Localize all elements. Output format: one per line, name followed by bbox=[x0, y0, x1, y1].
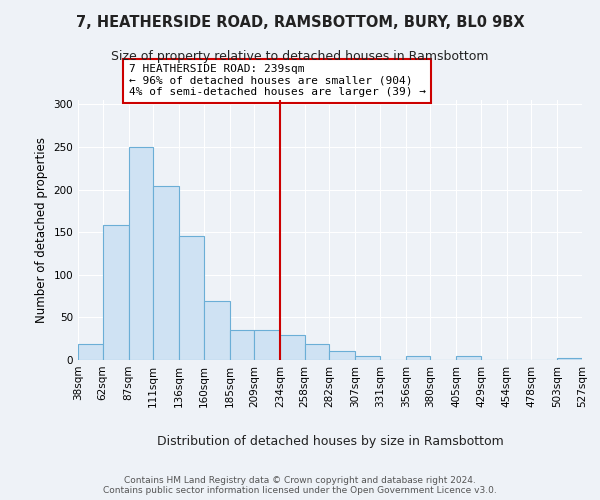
Y-axis label: Number of detached properties: Number of detached properties bbox=[35, 137, 48, 323]
Bar bbox=[280, 336, 305, 360]
Bar bbox=[557, 358, 582, 360]
Text: Contains HM Land Registry data © Crown copyright and database right 2024.
Contai: Contains HM Land Registry data © Crown c… bbox=[103, 476, 497, 495]
Bar bbox=[329, 352, 355, 360]
Bar bbox=[179, 236, 204, 360]
Text: 7 HEATHERSIDE ROAD: 239sqm
← 96% of detached houses are smaller (904)
4% of semi: 7 HEATHERSIDE ROAD: 239sqm ← 96% of deta… bbox=[128, 64, 425, 98]
Bar bbox=[305, 344, 329, 360]
Bar bbox=[406, 356, 430, 360]
Bar bbox=[355, 356, 380, 360]
Bar bbox=[254, 330, 280, 360]
Bar bbox=[128, 147, 153, 360]
Bar bbox=[153, 186, 179, 360]
Bar bbox=[230, 330, 254, 360]
Bar bbox=[456, 356, 481, 360]
Bar bbox=[78, 344, 103, 360]
Bar bbox=[204, 301, 230, 360]
Text: 7, HEATHERSIDE ROAD, RAMSBOTTOM, BURY, BL0 9BX: 7, HEATHERSIDE ROAD, RAMSBOTTOM, BURY, B… bbox=[76, 15, 524, 30]
Text: Distribution of detached houses by size in Ramsbottom: Distribution of detached houses by size … bbox=[157, 435, 503, 448]
Bar bbox=[103, 226, 128, 360]
Text: Size of property relative to detached houses in Ramsbottom: Size of property relative to detached ho… bbox=[111, 50, 489, 63]
